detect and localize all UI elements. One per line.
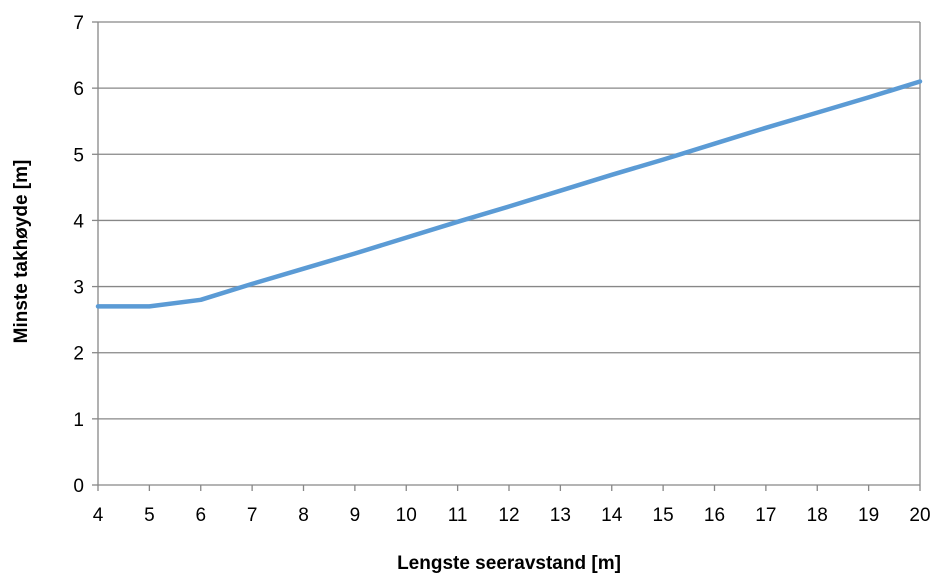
x-tick-label: 12 (498, 505, 519, 526)
x-tick-label: 13 (550, 505, 571, 526)
y-tick-label: 1 (73, 410, 84, 431)
x-tick-label: 17 (755, 505, 776, 526)
x-tick-label: 4 (93, 505, 104, 526)
y-axis-ticks: 0 1 2 3 4 5 6 7 (73, 13, 98, 497)
x-tick-label: 5 (144, 505, 155, 526)
x-tick-label: 14 (601, 505, 623, 526)
x-tick-label: 18 (807, 505, 828, 526)
y-axis-title: Minste takhøyde [m] (11, 160, 32, 344)
series-layer (95, 79, 923, 309)
plot-frame (97, 21, 921, 486)
x-tick-label: 16 (704, 505, 725, 526)
series-line-0 (95, 79, 923, 309)
y-tick-label: 0 (73, 476, 84, 497)
x-tick-label: 11 (448, 505, 468, 526)
x-tick-label: 8 (298, 505, 309, 526)
gridlines (98, 87, 920, 420)
x-tick-label: 6 (195, 505, 206, 526)
x-tick-label: 7 (247, 505, 258, 526)
y-tick-label: 7 (73, 13, 84, 34)
x-tick-label: 9 (350, 505, 361, 526)
y-tick-label: 2 (73, 344, 84, 365)
x-tick-label: 19 (858, 505, 879, 526)
x-axis-title: Lengste seeravstand [m] (397, 553, 621, 574)
y-tick-label: 6 (73, 79, 84, 100)
x-tick-label: 10 (396, 505, 417, 526)
x-axis-ticks: 4 5 6 7 8 9 10 11 12 13 14 15 16 17 18 19 20 (93, 485, 931, 526)
x-tick-label: 15 (653, 505, 674, 526)
y-tick-label: 5 (73, 145, 84, 166)
y-tick-label: 4 (73, 211, 84, 232)
y-tick-label: 3 (73, 278, 84, 299)
x-tick-label: 20 (909, 505, 930, 526)
